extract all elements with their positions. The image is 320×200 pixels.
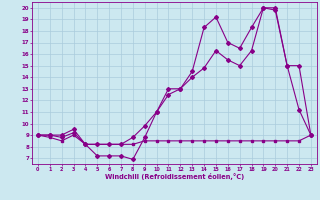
X-axis label: Windchill (Refroidissement éolien,°C): Windchill (Refroidissement éolien,°C) [105, 173, 244, 180]
